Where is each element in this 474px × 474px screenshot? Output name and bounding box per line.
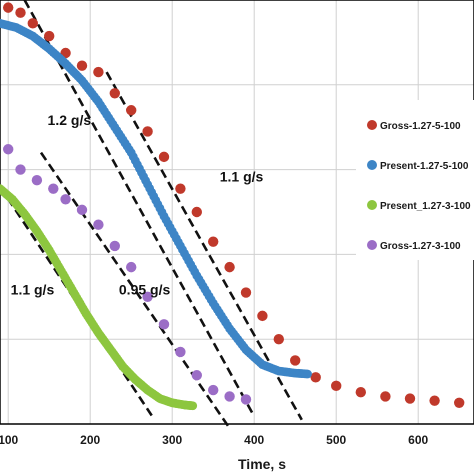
x-tick-label: 200 <box>80 433 100 447</box>
data-point <box>224 261 235 273</box>
data-point <box>15 7 26 18</box>
slope-annotation: 1.2 g/s <box>48 112 92 128</box>
x-tick-label: 100 <box>0 433 19 447</box>
data-point <box>109 88 121 99</box>
data-point <box>3 2 14 13</box>
data-point <box>429 395 440 406</box>
data-point <box>191 206 202 218</box>
x-tick-label: 600 <box>408 433 428 447</box>
slope-annotation: 1.1 g/s <box>220 168 264 184</box>
data-point <box>93 66 104 78</box>
data-point <box>142 291 153 302</box>
x-tick-label: 500 <box>326 433 346 447</box>
data-point <box>290 355 301 366</box>
data-point <box>240 394 252 405</box>
legend-marker <box>367 240 377 250</box>
data-point <box>109 240 121 252</box>
data-point <box>175 346 186 358</box>
series-layer <box>0 2 465 411</box>
data-point <box>76 204 88 216</box>
data-point <box>273 334 284 345</box>
data-point <box>355 387 366 398</box>
data-point <box>76 60 88 71</box>
data-point <box>188 401 198 411</box>
data-point <box>175 183 186 194</box>
data-point <box>126 105 137 116</box>
series-present-1-27-5-100 <box>0 18 312 379</box>
x-tick-labels: 100 200 300 400 500 600 <box>0 433 429 447</box>
legend-entry: Gross-1.27-3-100 <box>380 241 461 252</box>
data-point <box>142 126 153 137</box>
x-tick-label: 300 <box>162 433 182 447</box>
series-gross-1-27-5-100 <box>3 2 465 408</box>
data-point <box>158 151 170 163</box>
legend-entry: Gross-1.27-5-100 <box>380 121 461 132</box>
data-point <box>27 18 38 29</box>
trend-fit-line <box>105 71 303 421</box>
data-point <box>380 391 391 402</box>
legend: Gross-1.27-5-100 Present-1.27-5-100 Presen… <box>356 100 474 260</box>
data-point <box>208 384 219 396</box>
trend-fit-line <box>0 185 153 417</box>
legend-marker <box>367 160 377 170</box>
plot-frame <box>0 0 474 425</box>
series-gross-1-27-3-100 <box>3 144 252 405</box>
data-point <box>60 194 71 205</box>
legend-marker <box>367 200 377 210</box>
slope-annotation: 0.95 g/s <box>119 282 171 298</box>
trend-fit-line <box>23 0 256 417</box>
data-point <box>44 30 55 42</box>
legend-entry: Present_1.27-3-100 <box>380 201 471 212</box>
x-tick-label: 400 <box>244 433 264 447</box>
data-point <box>48 183 59 194</box>
data-point <box>404 393 416 404</box>
data-point <box>240 287 252 298</box>
slope-annotation: 1.1 g/s <box>11 282 55 298</box>
data-point <box>3 144 14 155</box>
data-point <box>303 369 312 379</box>
x-axis-title: Time, s <box>238 456 286 472</box>
legend-marker <box>367 120 377 130</box>
fit-line-layer <box>0 0 303 429</box>
data-point <box>224 391 235 402</box>
data-point <box>454 397 465 408</box>
data-point <box>15 164 26 175</box>
data-point <box>310 372 321 383</box>
data-point <box>93 219 104 230</box>
data-point <box>208 236 219 247</box>
annotation-layer: 1.2 g/s 1.1 g/s 1.1 g/s 0.95 g/s <box>11 112 264 298</box>
series-present-1-27-3-100 <box>0 184 198 411</box>
data-point <box>191 370 202 381</box>
data-point <box>126 261 137 273</box>
data-point <box>158 319 170 330</box>
data-point <box>31 175 43 186</box>
legend-entry: Present-1.27-5-100 <box>380 161 469 172</box>
data-point <box>257 310 268 322</box>
data-point <box>331 380 342 392</box>
